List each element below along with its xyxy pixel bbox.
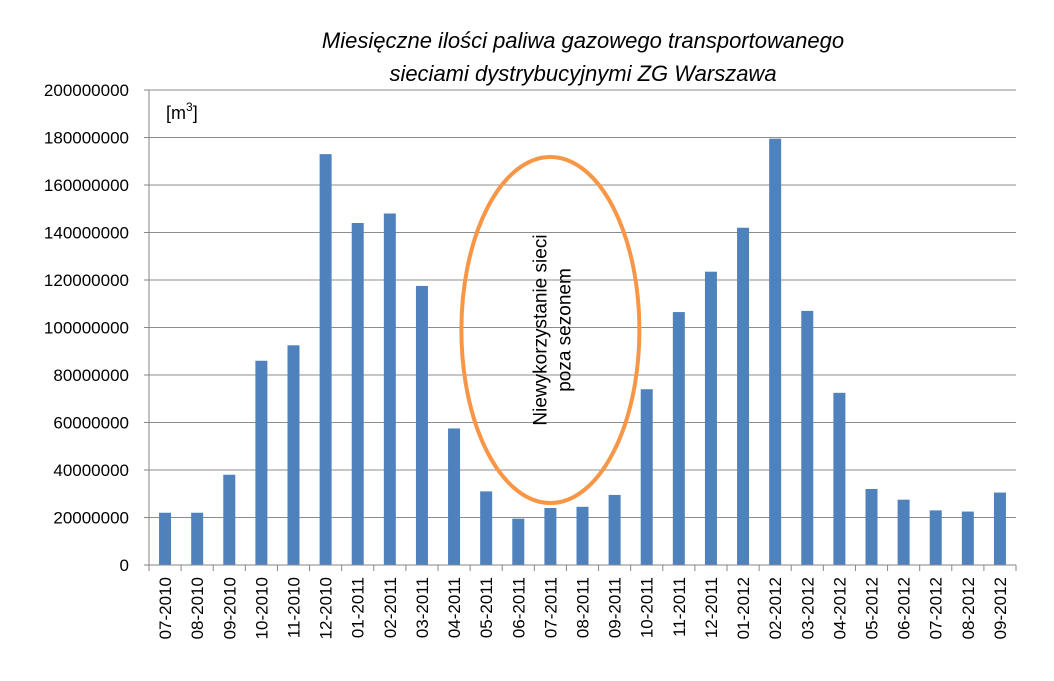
bar-09-2011	[608, 494, 621, 565]
bar-05-2011	[480, 491, 493, 565]
y-tick-label: 20000000	[53, 509, 129, 528]
y-tick-label: 100000000	[44, 319, 129, 338]
bar-10-2010	[255, 360, 268, 565]
axes	[144, 89, 1017, 571]
bar-11-2011	[672, 312, 685, 565]
bar-07-2012	[929, 510, 942, 565]
y-tick-label: 60000000	[53, 414, 129, 433]
bar-08-2010	[191, 512, 204, 565]
bar-03-2012	[801, 310, 814, 565]
annotation-line1: Niewykorzystanie sieci	[530, 234, 551, 425]
y-tick-labels: 0 20000000 40000000 60000000 80000000 1000000…	[44, 81, 129, 575]
bar-06-2012	[897, 499, 910, 565]
annotation-text: Niewykorzystanie sieci poza sezonem	[530, 234, 575, 425]
y-tick-label: 180000000	[44, 129, 129, 148]
x-tick-label: 09-2012	[991, 577, 1010, 639]
bar-12-2011	[704, 271, 717, 565]
bar-04-2011	[448, 428, 461, 565]
bar-02-2011	[383, 213, 396, 565]
bar-02-2012	[769, 138, 782, 565]
bar-06-2011	[512, 518, 525, 565]
x-tick-label: 06-2011	[509, 577, 528, 638]
x-tick-label: 11-2010	[285, 577, 304, 638]
bar-04-2012	[833, 392, 846, 565]
bar-01-2011	[351, 223, 364, 565]
x-tick-label: 04-2011	[445, 577, 464, 638]
x-tick-label: 01-2011	[349, 577, 368, 638]
x-tick-label: 04-2012	[830, 577, 849, 639]
x-tick-label: 11-2011	[670, 577, 689, 637]
y-tick-label: 40000000	[53, 461, 129, 480]
unit-label-base: [m	[166, 103, 186, 123]
y-tick-label: 120000000	[44, 271, 129, 290]
bar-09-2010	[223, 474, 236, 565]
bar-03-2011	[415, 285, 428, 565]
x-tick-label: 02-2011	[381, 577, 400, 638]
off-season-annotation: Niewykorzystanie sieci poza sezonem	[459, 155, 642, 505]
x-tick-label: 09-2011	[606, 577, 625, 638]
x-tick-label: 09-2010	[220, 577, 239, 639]
x-tick-label: 05-2011	[477, 577, 496, 638]
x-tick-label: 01-2012	[734, 577, 753, 639]
y-tick-label: 140000000	[44, 224, 129, 243]
chart-title-line1: Miesięczne ilości paliwa gazowego transp…	[321, 28, 845, 53]
x-tick-label: 10-2011	[638, 577, 657, 638]
x-tick-labels: 07-2010 08-2010 09-2010 10-2010 11-2010 12-20…	[156, 577, 1010, 639]
x-tick-label: 12-2011	[702, 577, 721, 638]
annotation-line2: poza sezonem	[554, 268, 575, 392]
chart-title: Miesięczne ilości paliwa gazowego transp…	[150, 24, 1016, 90]
unit-label-superscript: 3	[186, 100, 193, 114]
x-tick-label: 08-2010	[188, 577, 207, 639]
bar-11-2010	[287, 345, 300, 565]
bar-05-2012	[865, 489, 878, 565]
unit-label-close: ]	[193, 103, 198, 123]
x-tick-label: 07-2011	[541, 577, 560, 638]
y-tick-label: 200000000	[44, 81, 129, 100]
x-tick-label: 08-2011	[574, 577, 593, 638]
x-tick-label: 03-2011	[413, 577, 432, 638]
x-tick-label: 07-2010	[156, 577, 175, 639]
x-tick-label: 03-2012	[798, 577, 817, 639]
annotation-ellipse	[459, 155, 642, 505]
y-tick-label: 80000000	[53, 366, 129, 385]
x-tick-label: 08-2012	[959, 577, 978, 639]
bar-10-2011	[640, 389, 653, 565]
bar-07-2010	[159, 512, 172, 565]
bar-07-2011	[544, 508, 557, 565]
chart-title-line2: sieciami dystrybucyjnymi ZG Warszawa	[389, 61, 777, 86]
y-tick-label: 0	[120, 556, 129, 575]
x-tick-label: 10-2010	[252, 577, 271, 639]
gridlines	[149, 89, 1016, 518]
x-tick-label: 02-2012	[766, 577, 785, 639]
x-tick-label: 05-2012	[863, 577, 882, 639]
y-tick-label: 160000000	[44, 176, 129, 195]
bar-09-2012	[993, 492, 1006, 565]
unit-label: [m3]	[166, 100, 198, 123]
bar-08-2012	[961, 511, 974, 565]
x-tick-label: 12-2010	[317, 577, 336, 639]
x-tick-label: 06-2012	[895, 577, 914, 639]
bar-01-2012	[737, 227, 750, 565]
bar-08-2011	[576, 506, 589, 565]
bar-12-2010	[319, 154, 332, 565]
bars	[159, 138, 1006, 565]
x-tick-label: 07-2012	[927, 577, 946, 639]
